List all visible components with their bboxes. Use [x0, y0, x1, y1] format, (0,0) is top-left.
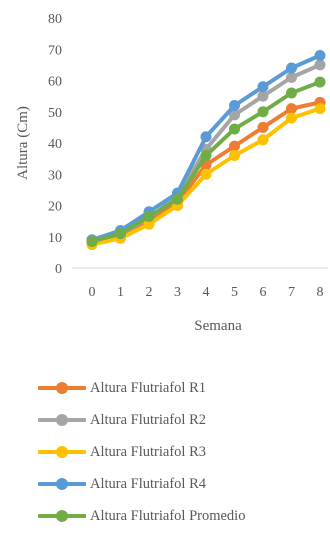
- data-point: [314, 76, 326, 88]
- y-tick-label: 50: [48, 106, 62, 121]
- data-point: [286, 103, 297, 115]
- x-tick-label: 3: [174, 285, 181, 300]
- x-tick-label: 5: [231, 285, 238, 300]
- data-point: [229, 123, 240, 135]
- x-tick-label: 6: [260, 285, 267, 300]
- data-point: [286, 62, 297, 74]
- data-point: [229, 150, 240, 161]
- x-tick-label: 8: [317, 285, 324, 300]
- legend-label: Altura Flutriafol R3: [90, 443, 206, 460]
- data-point: [286, 87, 297, 99]
- data-point: [314, 103, 326, 115]
- legend-item: Altura Flutriafol R3: [38, 436, 328, 468]
- y-tick-label: 0: [55, 262, 62, 277]
- series-layer: [86, 50, 326, 251]
- y-axis-ticks: 0 10 20 30 40 50 60 70 80: [48, 12, 62, 277]
- y-tick-label: 70: [48, 43, 62, 58]
- data-point: [229, 100, 240, 111]
- x-tick-label: 2: [146, 285, 153, 300]
- legend-item: Altura Flutriafol R4: [38, 468, 328, 500]
- data-point: [286, 112, 297, 124]
- y-tick-label: 20: [48, 200, 62, 215]
- x-tick-label: 7: [288, 285, 295, 300]
- data-point: [200, 168, 212, 180]
- x-tick-label: 4: [203, 285, 210, 300]
- legend-swatch: [38, 414, 86, 426]
- data-point: [172, 193, 183, 205]
- x-tick-label: 1: [117, 285, 124, 300]
- data-point: [86, 235, 98, 247]
- legend-label: Altura Flutriafol R4: [90, 475, 206, 492]
- x-tick-label: 0: [89, 285, 96, 300]
- legend: Altura Flutriafol R1 Altura Flutriafol R2…: [38, 372, 328, 532]
- data-point: [286, 71, 297, 83]
- x-axis-ticks: 0 1 2 3 4 5 6 7 8: [89, 285, 324, 300]
- legend-swatch: [38, 478, 86, 490]
- legend-item: Altura Flutriafol R2: [38, 404, 328, 436]
- y-axis-title: Altura (Cm): [15, 106, 31, 180]
- data-point: [314, 59, 326, 71]
- data-point: [143, 210, 155, 222]
- data-point: [229, 140, 240, 152]
- data-point: [257, 121, 269, 133]
- legend-label: Altura Flutriafol Promedio: [90, 507, 246, 524]
- legend-item: Altura Flutriafol Promedio: [38, 500, 328, 532]
- x-axis-title: Semana: [194, 318, 242, 334]
- y-tick-label: 80: [48, 12, 62, 27]
- data-point: [257, 90, 269, 102]
- data-point: [314, 50, 326, 61]
- data-point: [200, 131, 212, 143]
- legend-label: Altura Flutriafol R2: [90, 411, 206, 428]
- data-point: [257, 106, 269, 118]
- y-tick-label: 10: [48, 231, 62, 246]
- data-point: [200, 150, 212, 161]
- y-tick-label: 40: [48, 137, 62, 152]
- legend-swatch: [38, 382, 86, 394]
- data-point: [115, 228, 126, 240]
- data-point: [257, 134, 269, 146]
- data-point: [143, 218, 155, 230]
- data-point: [257, 81, 269, 93]
- legend-swatch: [38, 446, 86, 458]
- legend-swatch: [38, 510, 86, 522]
- data-point: [229, 109, 240, 121]
- y-tick-label: 30: [48, 168, 62, 183]
- series-5: [86, 76, 326, 247]
- legend-label: Altura Flutriafol R1: [90, 379, 206, 396]
- legend-item: Altura Flutriafol R1: [38, 372, 328, 404]
- series-3: [86, 103, 326, 251]
- y-tick-label: 60: [48, 75, 62, 90]
